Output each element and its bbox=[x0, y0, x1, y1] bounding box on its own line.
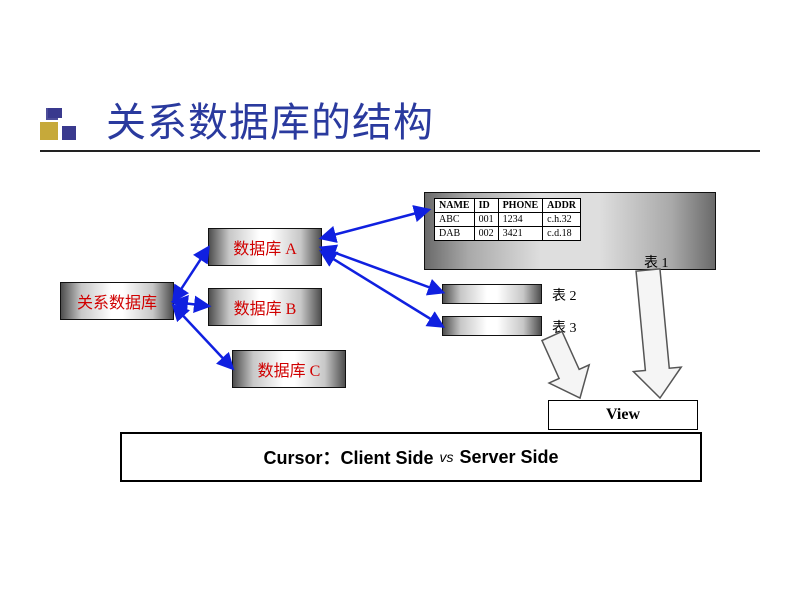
view-box: View bbox=[548, 400, 698, 430]
node-database-b: 数据库 B bbox=[208, 288, 322, 326]
node-label: 关系数据库 bbox=[77, 289, 157, 313]
table-row: ABC 001 1234 c.h.32 bbox=[435, 213, 581, 227]
table-1-label: 表 1 bbox=[644, 252, 669, 272]
node-database-a: 数据库 A bbox=[208, 228, 322, 266]
node-label: 数据库 B bbox=[234, 295, 297, 319]
view-label: View bbox=[606, 406, 640, 424]
col-name: NAME bbox=[435, 199, 475, 213]
table-2-label: 表 2 bbox=[552, 285, 577, 305]
cursor-text-left: Cursor：Client Side bbox=[263, 444, 433, 470]
col-id: ID bbox=[474, 199, 498, 213]
node-label: 数据库 A bbox=[233, 235, 297, 259]
table-row: DAB 002 3421 c.d.18 bbox=[435, 227, 581, 241]
col-phone: PHONE bbox=[498, 199, 543, 213]
node-label: 数据库 C bbox=[258, 357, 321, 381]
node-table-3 bbox=[442, 316, 542, 336]
col-addr: ADDR bbox=[543, 199, 581, 213]
diagram-canvas: 关系数据库 数据库 A 数据库 B 数据库 C NAME ID PHONE AD… bbox=[0, 0, 800, 600]
node-table-2 bbox=[442, 284, 542, 304]
cursor-box: Cursor：Client Side vs Server Side bbox=[120, 432, 702, 482]
node-relational-db: 关系数据库 bbox=[60, 282, 174, 320]
cursor-text-vs: vs bbox=[439, 449, 453, 465]
table-header-row: NAME ID PHONE ADDR bbox=[435, 199, 581, 213]
cursor-text-right: Server Side bbox=[459, 447, 558, 468]
table-3-label: 表 3 bbox=[552, 317, 577, 337]
schema-table: NAME ID PHONE ADDR ABC 001 1234 c.h.32 D… bbox=[434, 198, 581, 241]
node-database-c: 数据库 C bbox=[232, 350, 346, 388]
